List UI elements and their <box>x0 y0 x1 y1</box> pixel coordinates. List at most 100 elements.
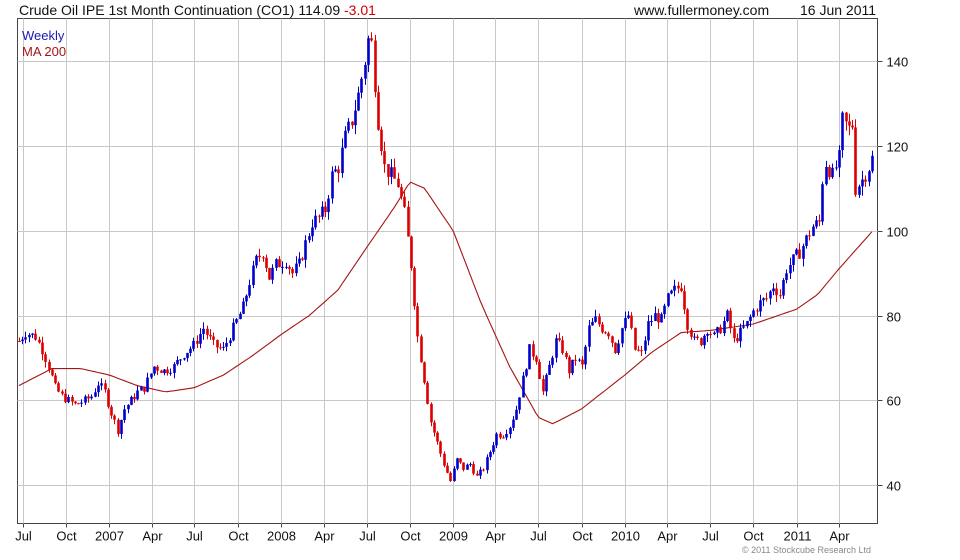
x-tick-label: Apr <box>657 529 678 544</box>
candle-body-down <box>532 344 535 357</box>
candle-body-up <box>347 121 350 131</box>
candle-body-down <box>107 389 110 407</box>
x-tick-label: Oct <box>400 529 421 544</box>
candle-body-down <box>400 187 403 197</box>
candle-body-down <box>462 462 465 470</box>
candle-body-down <box>268 268 271 280</box>
candle-body-down <box>657 313 660 323</box>
candle-body-up <box>841 112 844 151</box>
candle-body-up <box>868 171 871 182</box>
candle-body-down <box>565 353 568 358</box>
candle-body-up <box>136 390 139 400</box>
x-tick-label: Apr <box>142 529 163 544</box>
site-url: www.fullermoney.com <box>634 2 770 18</box>
x-tick-label: Apr <box>829 529 850 544</box>
candle-body-up <box>344 130 347 148</box>
x-tick-label: Apr <box>485 529 506 544</box>
candle-body-down <box>34 333 37 340</box>
candle-body-up <box>515 409 518 420</box>
x-axis: Jul Oct 2007 Apr Jul Oct 2008 Apr Jul Oct 2009 Apr J… <box>15 523 850 544</box>
candle-body-down <box>630 315 633 328</box>
x-tick-label: Oct <box>56 529 77 544</box>
candle-body-up <box>84 396 87 403</box>
candle-body-up <box>186 353 189 359</box>
candle-body-down <box>262 257 265 259</box>
candle-body-up <box>594 316 597 322</box>
candle-body-up <box>762 298 765 301</box>
candle-body-down <box>568 357 571 374</box>
candle-body-down <box>426 382 429 404</box>
candle-body-up <box>660 314 663 323</box>
plot-area <box>17 18 878 524</box>
candle-body-up <box>654 313 657 321</box>
candle-body-up <box>486 457 489 471</box>
candle-body-up <box>512 419 515 428</box>
legend-ma200: MA 200 <box>22 44 66 59</box>
x-tick-label: 2011 <box>784 529 812 544</box>
price-change: -3.01 <box>344 2 376 18</box>
candle-body-down <box>848 121 851 126</box>
candle-body-down <box>61 391 64 394</box>
candle-body-up <box>739 327 742 342</box>
candle-body-up <box>509 427 512 434</box>
x-tick-label: Jul <box>530 529 547 544</box>
candle-body-up <box>24 337 27 340</box>
candle-body-down <box>133 396 136 400</box>
candle-body-down <box>709 334 712 335</box>
candle-body-up <box>235 319 238 323</box>
candle-body-up <box>357 92 360 111</box>
candle-body-up <box>670 290 673 294</box>
candle-body-up <box>341 147 344 174</box>
candle-body-down <box>581 359 584 365</box>
candle-body-down <box>318 215 321 217</box>
candle-body-down <box>808 235 811 237</box>
candle-body-up <box>21 339 24 342</box>
candle-body-down <box>397 178 400 188</box>
candle-body-up <box>644 340 647 351</box>
candle-body-up <box>127 404 130 410</box>
candle-body-up <box>548 364 551 375</box>
candle-body-down <box>143 386 146 392</box>
candle-body-down <box>113 415 116 420</box>
candle-body-up <box>545 374 548 392</box>
candle-body-up <box>492 445 495 452</box>
candle-body-down <box>377 92 380 130</box>
candle-body-down <box>828 167 831 178</box>
candle-body-down <box>57 383 60 392</box>
candle-body-up <box>627 315 630 318</box>
candle-body-up <box>588 325 591 347</box>
candle-body-down <box>258 255 261 258</box>
candle-body-down <box>380 129 383 151</box>
candle-body-up <box>163 369 166 373</box>
candle-body-down <box>160 370 163 373</box>
candle-body-up <box>360 78 363 93</box>
candle-body-down <box>446 465 449 473</box>
candle-body-up <box>769 291 772 299</box>
candle-body-up <box>518 397 521 410</box>
candle-body-up <box>621 328 624 344</box>
candle-body-down <box>291 268 294 274</box>
chart-date: 16 Jun 2011 <box>800 2 877 18</box>
candle-body-down <box>472 464 475 474</box>
y-tick-label: 140 <box>887 55 909 70</box>
candle-body-down <box>499 433 502 438</box>
candle-body-down <box>301 258 304 260</box>
candle-body-up <box>453 468 456 481</box>
candle-body-up <box>100 383 103 386</box>
candle-body-down <box>535 356 538 362</box>
candle-body-up <box>726 310 729 321</box>
candle-body-down <box>374 40 377 93</box>
y-axis: 40 60 80 100 120 140 <box>877 55 909 494</box>
candle-body-up <box>838 150 841 168</box>
candle-body-down <box>700 338 703 346</box>
candle-body-down <box>156 366 159 371</box>
x-tick-label: 2008 <box>267 529 296 544</box>
candle-body-down <box>733 328 736 339</box>
candle-body-up <box>225 343 228 347</box>
candle-body-down <box>407 206 410 237</box>
candle-body-up <box>308 236 311 241</box>
candle-body-down <box>851 125 854 128</box>
y-tick-label: 120 <box>887 140 909 155</box>
candle-body-up <box>525 369 528 376</box>
candle-body-up <box>746 321 749 327</box>
